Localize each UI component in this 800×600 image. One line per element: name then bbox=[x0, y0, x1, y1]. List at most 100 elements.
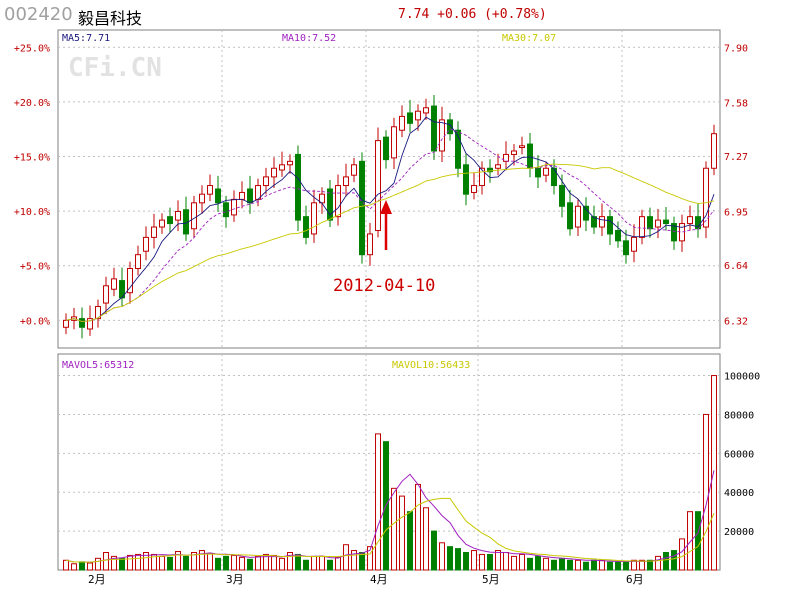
candle-body bbox=[151, 226, 157, 238]
volume-bar bbox=[239, 556, 245, 571]
volume-bar bbox=[335, 556, 341, 571]
volume-bar bbox=[159, 555, 165, 571]
month-label: 5月 bbox=[482, 573, 500, 586]
candle-body bbox=[375, 140, 381, 231]
candle-body bbox=[303, 216, 309, 238]
candle-body bbox=[471, 185, 477, 193]
volume-bar bbox=[87, 562, 93, 571]
volume-bar bbox=[151, 553, 157, 571]
candle-body bbox=[391, 126, 397, 159]
candle-body bbox=[367, 233, 373, 256]
volume-bar bbox=[671, 550, 677, 571]
candle-body bbox=[343, 176, 349, 187]
price-frame bbox=[57, 29, 721, 349]
candle-body bbox=[359, 160, 365, 256]
volume-bar bbox=[311, 555, 317, 571]
ma5-line bbox=[65, 116, 715, 322]
volume-bar bbox=[247, 558, 253, 571]
month-label: 2月 bbox=[88, 573, 106, 586]
candle-body bbox=[527, 143, 533, 169]
right-tick-label: 6.95 bbox=[724, 207, 748, 218]
volume-bar bbox=[423, 507, 429, 571]
candle-body bbox=[207, 185, 213, 195]
legend-entry: MA30:7.07 bbox=[502, 33, 556, 44]
candle-body bbox=[263, 176, 269, 187]
mavol5-line bbox=[65, 470, 715, 563]
volume-bar bbox=[231, 554, 237, 571]
candle-body bbox=[703, 167, 709, 228]
candle-body bbox=[383, 136, 389, 161]
candle-body bbox=[647, 216, 653, 230]
volume-bar bbox=[375, 433, 381, 571]
candle-body bbox=[327, 188, 333, 221]
right-tick-label: 7.27 bbox=[724, 152, 748, 163]
candle-body bbox=[111, 278, 117, 290]
volume-bar bbox=[391, 487, 397, 571]
legend-entry: MA10:7.52 bbox=[282, 33, 336, 44]
volume-bar bbox=[543, 557, 549, 571]
candle-body bbox=[503, 153, 509, 162]
candle-body bbox=[415, 110, 421, 121]
candle-body bbox=[455, 129, 461, 169]
volume-bar bbox=[503, 552, 509, 571]
volume-bar bbox=[559, 557, 565, 571]
volume-bar bbox=[215, 557, 221, 571]
candle-body bbox=[711, 133, 717, 169]
volume-bar bbox=[527, 557, 533, 571]
volume-bar bbox=[519, 553, 525, 571]
mavol10-line bbox=[65, 497, 715, 563]
candle-body bbox=[127, 268, 133, 294]
volume-bar bbox=[567, 559, 573, 571]
volume-bar bbox=[223, 555, 229, 571]
candle-body bbox=[439, 119, 445, 152]
right-tick-label: 6.32 bbox=[724, 316, 748, 327]
candle-body bbox=[567, 202, 573, 230]
volume-bar bbox=[687, 511, 693, 571]
volume-bar bbox=[455, 548, 461, 571]
volume-bar bbox=[103, 552, 109, 571]
volume-bar bbox=[623, 561, 629, 571]
volume-bar bbox=[511, 555, 517, 571]
candle-body bbox=[199, 193, 205, 204]
candle-body bbox=[687, 216, 693, 225]
month-label: 6月 bbox=[626, 573, 644, 586]
volume-bar bbox=[351, 550, 357, 571]
volume-bar bbox=[591, 559, 597, 571]
volume-bar bbox=[679, 538, 685, 571]
volume-bar bbox=[615, 561, 621, 571]
chart-header: 002420 毅昌科技 7.74 +0.06 (+0.78%) bbox=[0, 0, 800, 30]
volume-bar bbox=[271, 554, 277, 571]
volume-bar bbox=[431, 530, 437, 571]
candle-body bbox=[87, 318, 93, 330]
volume-bar bbox=[279, 557, 285, 571]
volume-bar bbox=[663, 552, 669, 571]
month-label: 3月 bbox=[226, 573, 244, 586]
volume-bar bbox=[487, 553, 493, 571]
candle-body bbox=[159, 219, 165, 228]
candle-body bbox=[271, 167, 277, 178]
volume-bar bbox=[471, 550, 477, 571]
annotation-date: 2012-04-10 bbox=[333, 276, 435, 296]
volume-bar bbox=[327, 559, 333, 571]
candle-body bbox=[335, 185, 341, 218]
candle-body bbox=[559, 185, 565, 207]
volume-bar bbox=[79, 561, 85, 571]
volume-bar bbox=[495, 550, 501, 571]
month-label: 4月 bbox=[370, 573, 388, 586]
candle-body bbox=[311, 202, 317, 235]
volume-bar bbox=[263, 553, 269, 571]
volume-bar bbox=[479, 553, 485, 571]
volume-bar bbox=[287, 552, 293, 571]
right-tick-label: 7.58 bbox=[724, 99, 748, 110]
candle-body bbox=[535, 167, 541, 178]
volume-bar bbox=[343, 544, 349, 571]
volume-bar bbox=[255, 555, 261, 571]
candle-body bbox=[623, 240, 629, 256]
legend-entry: MA5:7.71 bbox=[62, 33, 110, 44]
volume-bar bbox=[463, 552, 469, 571]
volume-tick-label: 100000 bbox=[724, 372, 760, 383]
candle-body bbox=[431, 105, 437, 152]
candle-body bbox=[519, 145, 525, 149]
candle-body bbox=[599, 216, 605, 228]
